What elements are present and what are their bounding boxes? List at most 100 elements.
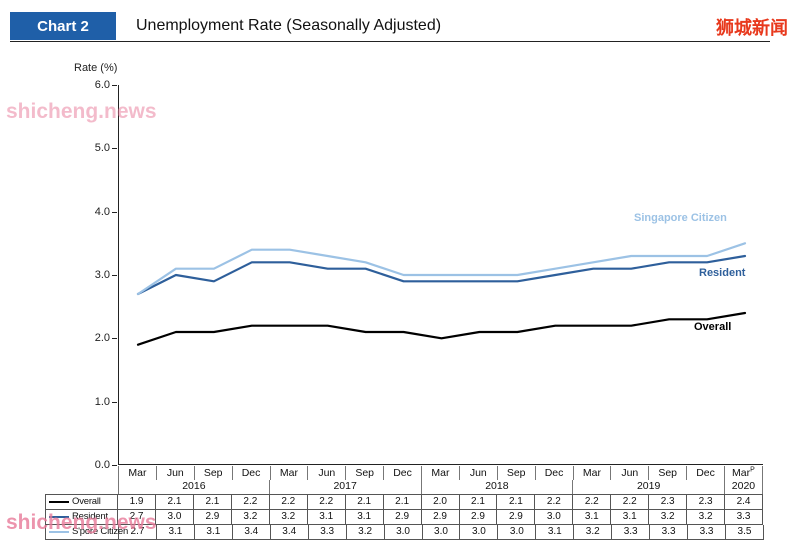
- value-cell: 3.1: [194, 525, 233, 540]
- series-line-overall: [136, 311, 747, 346]
- preliminary-flag: P: [750, 466, 755, 474]
- x-tick-month: MarP: [725, 466, 763, 480]
- value-cell: 3.3: [308, 525, 347, 540]
- x-tick-month: Dec: [384, 466, 422, 480]
- x-tick-month: Mar: [271, 466, 309, 480]
- value-cell: 3.2: [231, 510, 270, 525]
- x-tick-month: Sep: [346, 466, 385, 480]
- y-tick-mark: [112, 465, 117, 466]
- value-cell: 3.2: [346, 525, 385, 540]
- value-cell: 3.2: [687, 510, 726, 525]
- value-cell: 3.0: [498, 525, 537, 540]
- x-year-label: 2019: [573, 480, 725, 494]
- data-table: Overall 1.9 2.1 2.1 2.2 2.2 2.2 2.1 2.1 2.0 2.1 2.1…: [45, 494, 764, 540]
- value-cell: 3.2: [574, 525, 613, 540]
- site-brand-logo: 狮城新闻: [716, 18, 788, 38]
- value-cell: 3.1: [307, 510, 346, 525]
- value-cell: 2.1: [193, 495, 232, 510]
- value-cell: 2.2: [611, 495, 650, 510]
- value-cell: 3.2: [269, 510, 308, 525]
- watermark-top: shicheng.news: [6, 100, 157, 123]
- y-tick-label: 0.0: [94, 459, 110, 471]
- y-tick-mark: [112, 85, 117, 86]
- value-cell: 2.1: [383, 495, 422, 510]
- y-tick-label: 3.0: [94, 269, 110, 281]
- y-tick-mark: [112, 338, 117, 340]
- legend-cell: S'pore Citizen: [46, 525, 128, 540]
- plot-area: Singapore Citizen Resident Overall: [118, 85, 763, 465]
- line-chart-canvas: [136, 242, 747, 346]
- x-year-label: 2017: [270, 480, 422, 494]
- value-cell: 2.9: [193, 510, 232, 525]
- value-cell: 3.1: [156, 525, 195, 540]
- value-cell: 2.2: [307, 495, 346, 510]
- chart-number-badge: Chart 2: [10, 12, 116, 40]
- value-cell: 2.0: [421, 495, 460, 510]
- value-cell: 2.3: [687, 495, 726, 510]
- value-cell: 3.3: [725, 510, 763, 525]
- y-tick-label: 2.0: [94, 332, 110, 345]
- series-label-resident: Resident: [699, 267, 746, 279]
- value-cell: 2.3: [649, 495, 688, 510]
- x-year-label: 2020: [725, 480, 763, 494]
- legend-line-swatch: [49, 501, 69, 503]
- x-tick-month: Mar: [422, 466, 460, 480]
- value-cell: 2.7: [119, 525, 157, 540]
- y-tick-label: 4.0: [94, 205, 110, 218]
- series-line-resident: [136, 254, 747, 296]
- header-divider: [10, 41, 770, 42]
- y-tick-label: 6.0: [94, 79, 110, 91]
- value-cell: 2.9: [383, 510, 422, 525]
- y-tick-mark: [112, 401, 117, 403]
- value-cell: 2.2: [269, 495, 308, 510]
- value-cell: 3.3: [650, 525, 689, 540]
- legend-label: Overall: [72, 496, 101, 507]
- value-cell: 2.1: [345, 495, 384, 510]
- value-cell: 2.2: [535, 495, 574, 510]
- value-cell: 3.3: [612, 525, 651, 540]
- value-cell: 2.9: [497, 510, 536, 525]
- table-row: Resident 2.7 3.0 2.9 3.2 3.2 3.1 3.1 2.9 2.9 2.9 2.…: [46, 510, 763, 525]
- value-cell: 3.1: [573, 510, 612, 525]
- x-tick-month: Jun: [308, 466, 347, 480]
- value-cell: 3.1: [345, 510, 384, 525]
- value-cell: 2.9: [459, 510, 498, 525]
- value-cell: 3.1: [536, 525, 575, 540]
- value-cell: 2.9: [421, 510, 460, 525]
- x-axis-year-labels: 2016 2017 2018 2019 2020: [118, 480, 763, 494]
- x-axis-month-labels: Mar Jun Sep Dec Mar Jun Sep Dec Mar Jun Sep Dec Mar J…: [118, 466, 763, 480]
- series-label-singapore-citizen: Singapore Citizen: [634, 212, 727, 224]
- x-tick-month: Mar: [574, 466, 612, 480]
- value-cell: 3.5: [726, 525, 764, 540]
- series-label-overall: Overall: [694, 321, 732, 333]
- value-cell: 2.4: [725, 495, 763, 510]
- value-cell: 2.2: [573, 495, 612, 510]
- value-cell: 1.9: [118, 495, 156, 510]
- x-tick-month: Sep: [195, 466, 233, 480]
- y-tick-label: 5.0: [94, 142, 110, 155]
- value-cell: 3.0: [156, 510, 194, 525]
- y-tick-mark: [112, 275, 117, 276]
- value-cell: 3.0: [535, 510, 574, 525]
- table-row: S'pore Citizen 2.7 3.1 3.1 3.4 3.4 3.3 3.2 3.0 3.…: [46, 525, 764, 540]
- x-tick-month: Dec: [536, 466, 574, 480]
- y-tick-mark: [112, 148, 117, 150]
- y-tick-mark: [112, 211, 117, 213]
- legend-label: Resident: [72, 511, 108, 522]
- value-cell: 2.1: [156, 495, 194, 510]
- value-cell: 3.2: [649, 510, 688, 525]
- x-tick-month: Jun: [460, 466, 498, 480]
- value-cell: 3.3: [688, 525, 726, 540]
- value-cell: 2.7: [118, 510, 156, 525]
- x-tick-month: Sep: [649, 466, 688, 480]
- watermark-bottom: shicheng.news: [6, 511, 157, 534]
- value-cell: 3.0: [460, 525, 499, 540]
- x-tick-month: Jun: [611, 466, 650, 480]
- value-cell: 3.0: [384, 525, 423, 540]
- table-row: Overall 1.9 2.1 2.1 2.2 2.2 2.2 2.1 2.1 2.0 2.1 2.1…: [46, 495, 763, 510]
- x-tick-month: Jun: [157, 466, 195, 480]
- value-cell: 3.0: [422, 525, 461, 540]
- y-tick-label: 1.0: [94, 395, 110, 408]
- value-cell: 3.1: [611, 510, 650, 525]
